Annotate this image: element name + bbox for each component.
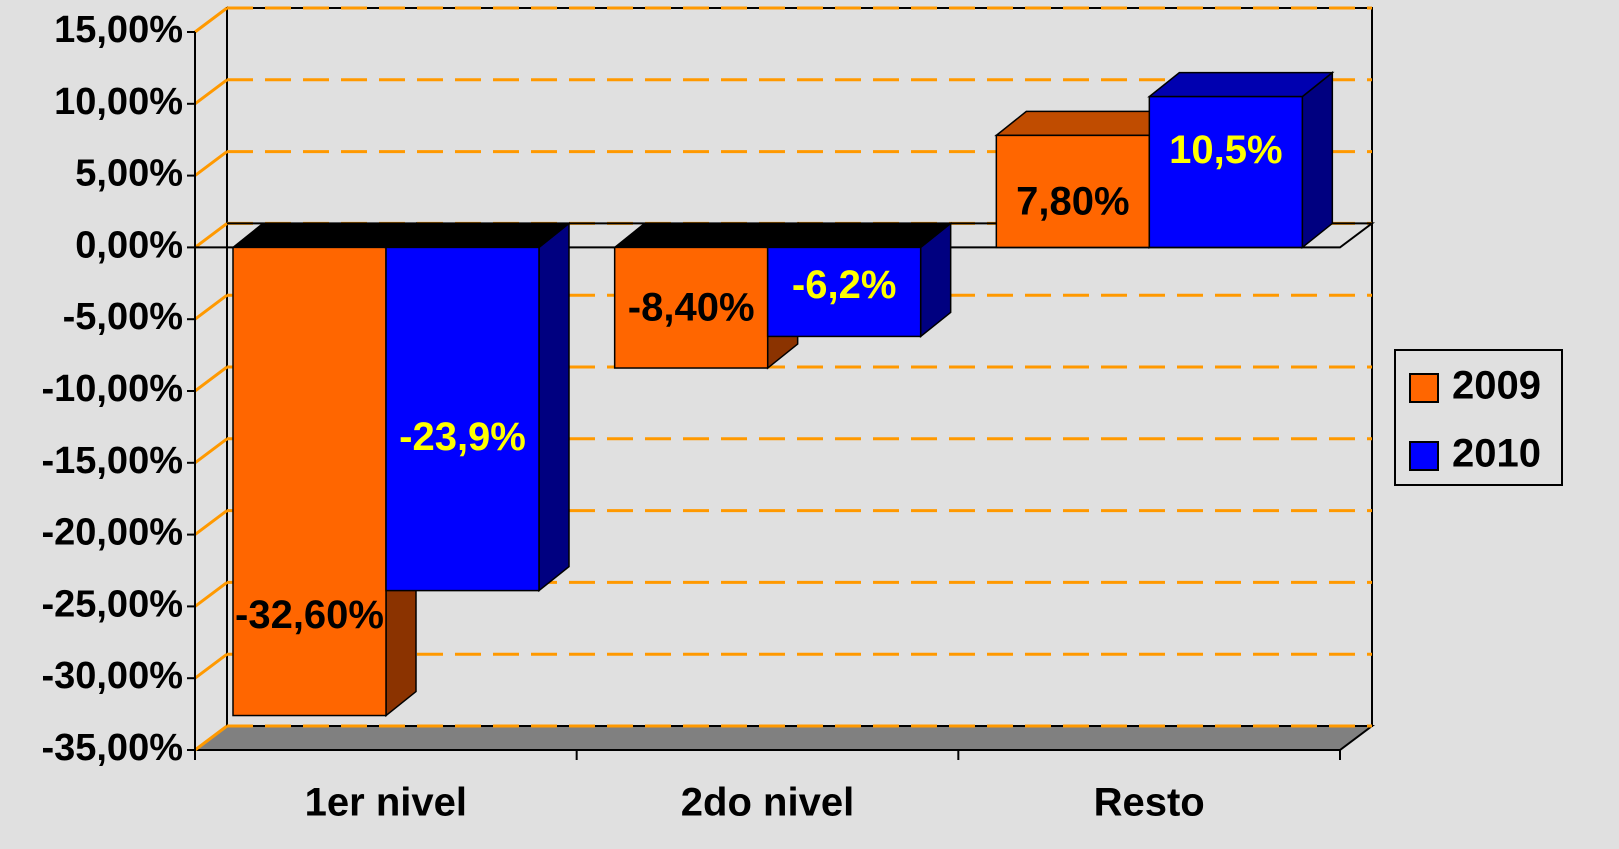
grid-line-side xyxy=(194,437,228,464)
floor xyxy=(192,725,1375,751)
grid-line-side xyxy=(194,222,228,249)
value-label: 10,5% xyxy=(1169,128,1282,172)
y-tick-label: -30,00% xyxy=(41,655,183,697)
bar-side xyxy=(538,221,570,593)
grid-line-side xyxy=(194,150,228,177)
y-tick-label: 10,00% xyxy=(54,81,183,123)
bar-top xyxy=(612,222,800,249)
y-tick-label: 0,00% xyxy=(75,224,183,266)
legend-swatch xyxy=(1409,441,1439,471)
legend-swatch xyxy=(1409,373,1439,403)
bar-top xyxy=(230,222,419,249)
bar xyxy=(1148,95,1304,249)
y-tick-label: -25,00% xyxy=(41,583,183,625)
bar-top xyxy=(1147,71,1335,98)
legend-label: 2010 xyxy=(1452,432,1541,476)
y-tick-label: -20,00% xyxy=(41,512,183,554)
value-label: 7,80% xyxy=(1016,179,1129,223)
y-tick-label: 15,00% xyxy=(54,9,183,51)
grid-line-side xyxy=(194,6,228,34)
y-tick-label: -35,00% xyxy=(41,727,183,769)
bar xyxy=(385,246,540,592)
grid-line-side xyxy=(194,294,228,321)
x-tick-label: 1er nivel xyxy=(305,781,467,825)
y-tick-label: -5,00% xyxy=(63,296,183,338)
bar-top xyxy=(383,222,572,249)
bar xyxy=(995,134,1151,249)
grid-line-side xyxy=(194,581,228,608)
value-label: -23,9% xyxy=(399,415,526,459)
grid-line-side xyxy=(194,653,228,680)
y-tick-label: -10,00% xyxy=(41,368,183,410)
value-label: -32,60% xyxy=(235,593,384,637)
bar xyxy=(232,246,387,717)
legend-label: 2009 xyxy=(1452,364,1541,408)
bar-side xyxy=(1301,71,1334,249)
bar xyxy=(613,246,769,369)
bar xyxy=(766,246,922,338)
y-tick-label: 5,00% xyxy=(75,153,183,195)
grid-line-side xyxy=(194,724,228,752)
bar-top xyxy=(765,222,953,249)
value-label: -6,2% xyxy=(792,263,897,307)
x-tick-label: 2do nivel xyxy=(681,781,854,825)
grid-line-side xyxy=(194,365,228,393)
grid-line-side xyxy=(194,509,228,536)
grid-line-side xyxy=(194,78,228,106)
x-tick-label: Resto xyxy=(1094,781,1205,825)
y-tick-label: -15,00% xyxy=(41,440,183,482)
value-label: -8,40% xyxy=(628,286,755,330)
